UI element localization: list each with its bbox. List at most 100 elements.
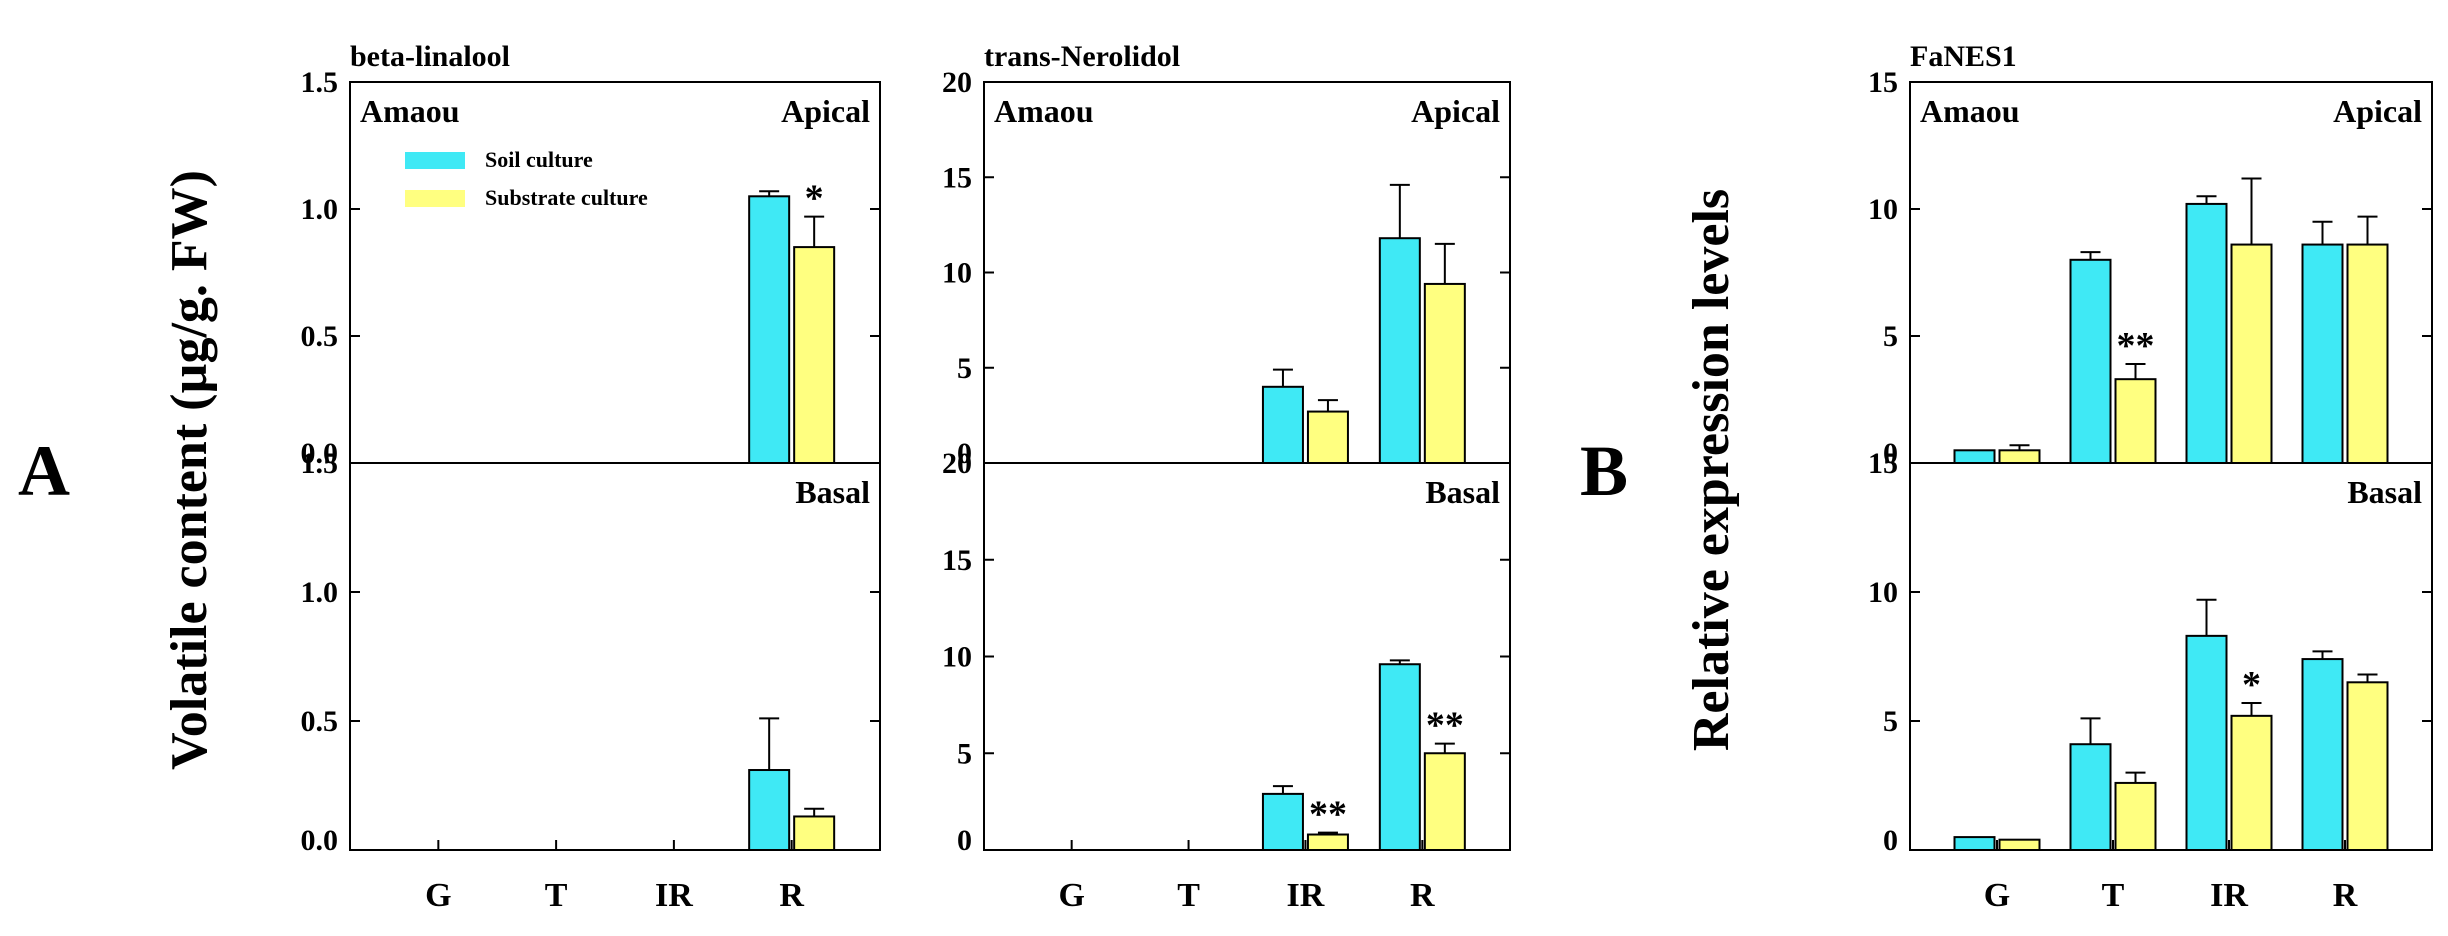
y-tick-label: 20 (942, 66, 972, 99)
panel-basal: 0 5 10 15 20 Basal ** ** (942, 447, 1510, 857)
y-tick-label: 1.0 (301, 576, 339, 609)
position-label: Basal (1425, 474, 1500, 510)
y-tick-label: 5 (1883, 705, 1898, 738)
y-tick-label: 10 (942, 641, 972, 674)
y-tick-label: 10 (942, 257, 972, 290)
bar-soil (2185, 202, 2228, 464)
cultivar-label: Amaou (994, 93, 1094, 129)
bar-substrate (2346, 681, 2389, 851)
cultivar-label: Amaou (360, 93, 460, 129)
bar-substrate (1306, 833, 1349, 852)
bar-soil (748, 195, 791, 465)
plot-frame (349, 81, 881, 851)
bar-substrate (1423, 752, 1466, 851)
position-label: Apical (2333, 93, 2422, 129)
legend: Soil culture Substrate culture (405, 147, 648, 210)
position-label: Basal (2347, 474, 2422, 510)
chart-2: trans-Nerolidol 0 5 10 15 20 Apical Amaou 0 5 10 15… (942, 40, 1511, 914)
bar-soil (2301, 658, 2344, 852)
chart-title: FaNES1 (1910, 40, 2017, 73)
bar-soil (2069, 258, 2112, 464)
legend-label-substrate: Substrate culture (485, 185, 648, 210)
bar-substrate (1306, 410, 1349, 465)
bar-substrate (1998, 449, 2041, 464)
x-tick-label: T (545, 877, 568, 914)
plot-frame (983, 81, 1511, 851)
bar-substrate (2230, 243, 2273, 464)
significance-marker: * (805, 178, 824, 220)
bar-substrate (1998, 838, 2041, 851)
bar-substrate (793, 815, 836, 852)
x-tick-label: IR (1287, 877, 1325, 914)
chart-title: beta-linalool (350, 40, 510, 73)
bar-substrate (2114, 378, 2157, 464)
panel-apical: 0 5 10 15 20 Apical Amaou (942, 66, 1510, 470)
significance-marker: ** (1309, 794, 1347, 836)
y-tick-label: 0 (1883, 824, 1898, 857)
x-tick-label: IR (655, 877, 693, 914)
chart-1: beta-linalool 0.0 0.5 1.0 1.5 Apical Amaou * 0.0… (301, 40, 881, 914)
bar-substrate (2230, 714, 2273, 852)
x-tick-label: R (779, 877, 804, 914)
x-tick-label: IR (2210, 877, 2248, 914)
y-tick-label: 5 (1883, 320, 1898, 353)
bar-soil (2069, 743, 2112, 851)
y-tick-label: 0 (957, 824, 972, 857)
y-tick-label: 5 (957, 352, 972, 385)
y-axis-label-a: Volatile content (µg/g. FW) (161, 170, 218, 770)
y-tick-label: 0 (957, 437, 972, 470)
x-tick-label: G (1058, 877, 1084, 914)
y-tick-label: 15 (942, 544, 972, 577)
y-tick-label: 0.0 (301, 437, 339, 470)
legend-swatch-soil (405, 152, 465, 169)
y-tick-label: 15 (1868, 447, 1898, 480)
panel-letter-a: A (18, 431, 70, 511)
bar-soil (1261, 385, 1304, 464)
chart-3: FaNES1 0 5 10 15 Apical Amaou ** 0 5 10 15 Basal * G T I… (1868, 40, 2433, 914)
x-tick-label: G (1984, 877, 2010, 914)
cultivar-label: Amaou (1920, 93, 2020, 129)
bar-substrate (793, 246, 836, 464)
y-tick-label: 1.0 (301, 193, 339, 226)
position-label: Apical (1411, 93, 1500, 129)
panel-apical: 0.0 0.5 1.0 1.5 Apical Amaou * (301, 66, 880, 470)
y-axis-label-b: Relative expression levels (1683, 189, 1740, 751)
bar-substrate (1423, 282, 1466, 464)
bar-soil (748, 769, 791, 852)
y-tick-label: 1.5 (301, 447, 339, 480)
bar-substrate (2114, 781, 2157, 851)
y-tick-label: 0.5 (301, 320, 339, 353)
legend-label-soil: Soil culture (485, 147, 593, 172)
x-tick-label: T (2102, 877, 2125, 914)
charts: beta-linalool 0.0 0.5 1.0 1.5 Apical Amaou * 0.0… (301, 40, 2433, 914)
bar-substrate (2346, 243, 2389, 464)
position-label: Apical (781, 93, 870, 129)
y-tick-label: 0.0 (301, 824, 339, 857)
y-tick-label: 10 (1868, 193, 1898, 226)
bar-soil (2301, 243, 2344, 464)
significance-marker: ** (2117, 325, 2155, 367)
significance-marker: ** (1426, 705, 1464, 747)
significance-marker: * (2242, 664, 2261, 706)
bar-soil (1953, 449, 1996, 464)
panel-basal: 0.0 0.5 1.0 1.5 Basal (301, 447, 880, 857)
bar-soil (2185, 634, 2228, 851)
bar-soil (1953, 836, 1996, 851)
y-tick-label: 15 (1868, 66, 1898, 99)
y-tick-label: 20 (942, 447, 972, 480)
panel-apical: 0 5 10 15 Apical Amaou ** (1868, 66, 2432, 470)
y-tick-label: 15 (942, 161, 972, 194)
chart-title: trans-Nerolidol (984, 40, 1180, 73)
x-tick-label: R (2333, 877, 2358, 914)
bar-soil (1378, 237, 1421, 464)
panel-letter-b: B (1580, 431, 1628, 511)
position-label: Basal (795, 474, 870, 510)
x-tick-label: G (425, 877, 451, 914)
bar-soil (1261, 792, 1304, 852)
y-tick-label: 0.5 (301, 705, 339, 738)
y-tick-label: 5 (957, 737, 972, 770)
panel-basal: 0 5 10 15 Basal * (1868, 447, 2432, 857)
plot-frame (1909, 81, 2433, 851)
legend-swatch-substrate (405, 190, 465, 207)
